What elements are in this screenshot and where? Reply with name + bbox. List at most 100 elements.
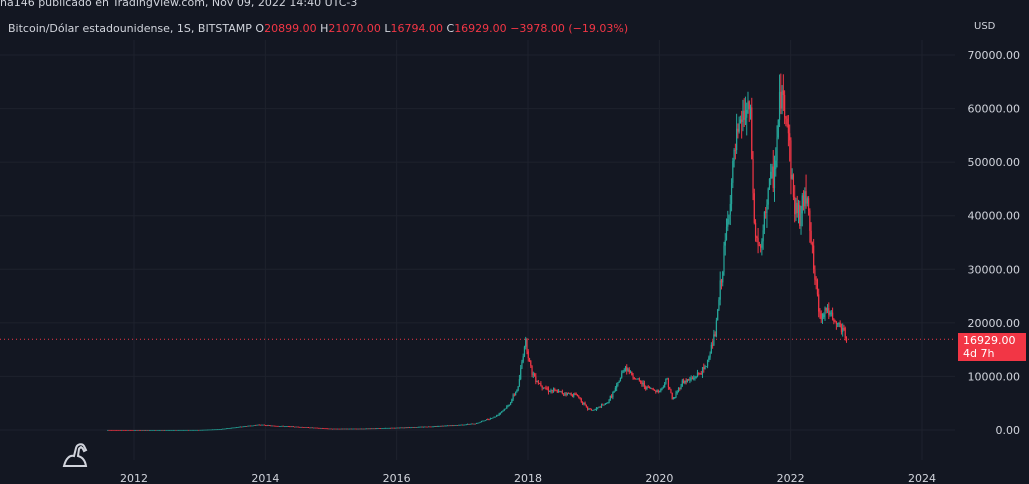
candle-body (331, 428, 334, 430)
candle-body (377, 428, 379, 429)
candle-body (830, 312, 832, 314)
candle-body (502, 410, 504, 412)
candle-body (737, 128, 739, 132)
candle-body (114, 429, 116, 431)
candle-body (179, 429, 181, 431)
candle-body (235, 427, 238, 429)
candle-body (498, 413, 500, 416)
candle-body (213, 429, 215, 431)
candle-body (162, 429, 164, 431)
candle-body (597, 407, 599, 409)
candle-body (491, 418, 493, 419)
currency-label: USD (974, 21, 996, 32)
candle-body (252, 425, 254, 427)
candle-body (314, 427, 316, 429)
candle-body (278, 426, 281, 427)
candle-body (736, 128, 738, 151)
candle-body (624, 366, 627, 371)
candle-body (437, 426, 440, 427)
candle-body (483, 420, 485, 422)
candle-body (791, 174, 793, 179)
candle-body (254, 425, 257, 426)
candle-body (306, 427, 308, 428)
candle-body (262, 424, 264, 426)
candle-body (525, 338, 527, 347)
candle-body (565, 393, 567, 395)
candle-body (311, 427, 313, 429)
close-value: 16929.00 (454, 22, 507, 35)
candle-body (512, 394, 514, 400)
candle-body (367, 428, 369, 430)
candle-body (387, 427, 389, 429)
symbol-label[interactable]: Bitcoin/Dólar estadounidense, 1S, BITSTA… (8, 22, 252, 35)
candle-body (715, 320, 718, 336)
candle-body (136, 429, 138, 431)
candle-body (309, 427, 311, 429)
candle-body (609, 395, 611, 400)
candle-body (227, 428, 229, 429)
candle-body (686, 379, 688, 383)
candle-body (559, 390, 561, 392)
candle-body (749, 107, 752, 110)
candle-body (239, 426, 241, 428)
candle-body (161, 429, 163, 431)
candle-body (833, 318, 835, 322)
tradingview-logo-icon[interactable] (60, 438, 94, 472)
candle-body (760, 245, 762, 248)
candle-body (379, 428, 382, 429)
candle-body (621, 373, 623, 378)
candle-body (717, 309, 719, 321)
candle-body (527, 351, 529, 359)
candle-body (368, 428, 370, 430)
low-value: 16794.00 (390, 22, 444, 35)
candle-body (280, 426, 282, 427)
candle-body (145, 429, 147, 431)
candle-body (569, 393, 571, 395)
candle-body (727, 218, 729, 227)
candle-body (506, 406, 508, 409)
candle-body (339, 428, 341, 430)
candle-body (691, 378, 694, 380)
candle-body (218, 429, 220, 431)
candle-body (174, 429, 176, 431)
candle-body (146, 429, 148, 431)
candle-body (695, 376, 697, 378)
candle-body (729, 203, 731, 215)
candle-body (246, 426, 248, 427)
candle-body (127, 429, 129, 431)
candle-body (583, 402, 585, 405)
candle-body (167, 429, 169, 431)
candle-body (475, 423, 478, 424)
candle-body (776, 137, 778, 161)
candle-body (291, 426, 293, 428)
candle-body (482, 420, 484, 422)
candle-body (256, 424, 258, 426)
y-tick-label: 30000.00 (968, 263, 1021, 276)
candle-body (143, 429, 145, 431)
candle-body (564, 393, 566, 395)
candle-body (182, 429, 185, 431)
candle-body (819, 311, 821, 314)
candle-body (190, 429, 192, 431)
candle-body (441, 425, 443, 427)
candle-body (709, 353, 711, 358)
candle-body (191, 429, 193, 431)
change-value: −3978.00 (−19.03%) (510, 22, 629, 35)
candle-body (121, 429, 123, 431)
candle-body (185, 429, 187, 431)
candle-body (243, 426, 245, 428)
candle-body (141, 429, 143, 431)
candle-body (763, 211, 765, 231)
candle-body (756, 236, 758, 239)
candle-body (386, 427, 388, 429)
candle-body (326, 428, 329, 430)
candle-body (761, 241, 763, 248)
candle-body (397, 427, 399, 429)
candle-body (225, 428, 228, 430)
candle-body (590, 408, 592, 411)
candle-body (392, 427, 394, 429)
candle-body (408, 427, 411, 429)
candle-body (440, 425, 442, 427)
candle-body (751, 107, 753, 160)
